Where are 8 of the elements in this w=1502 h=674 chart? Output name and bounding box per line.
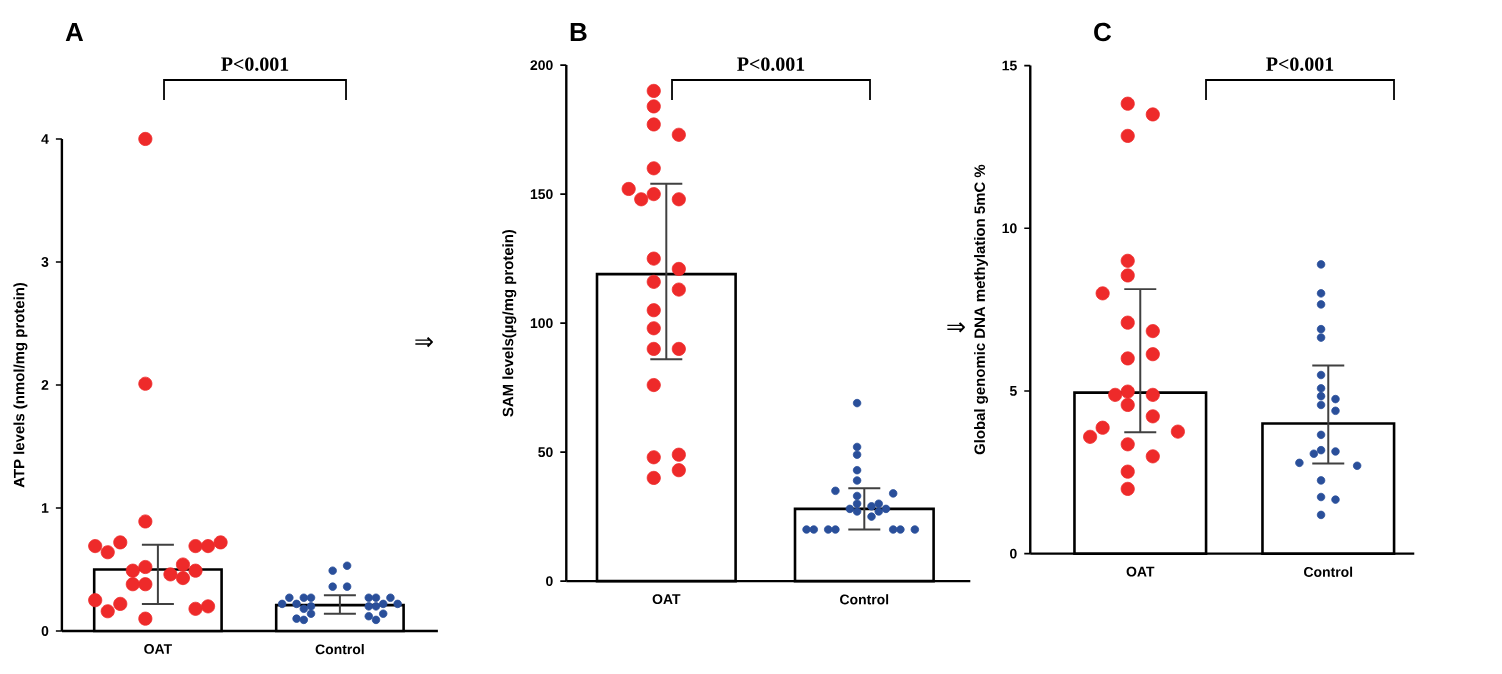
annotation: ⇒: [947, 322, 965, 333]
annotation: ⇒: [415, 336, 433, 348]
annotation: P<0.001: [737, 57, 805, 71]
chart-title: A: [65, 23, 84, 41]
annotation: P<0.001: [1266, 57, 1334, 71]
chart-title: B: [570, 23, 587, 41]
chart-title: C: [1094, 22, 1112, 42]
text: P<0.001: [221, 57, 289, 71]
